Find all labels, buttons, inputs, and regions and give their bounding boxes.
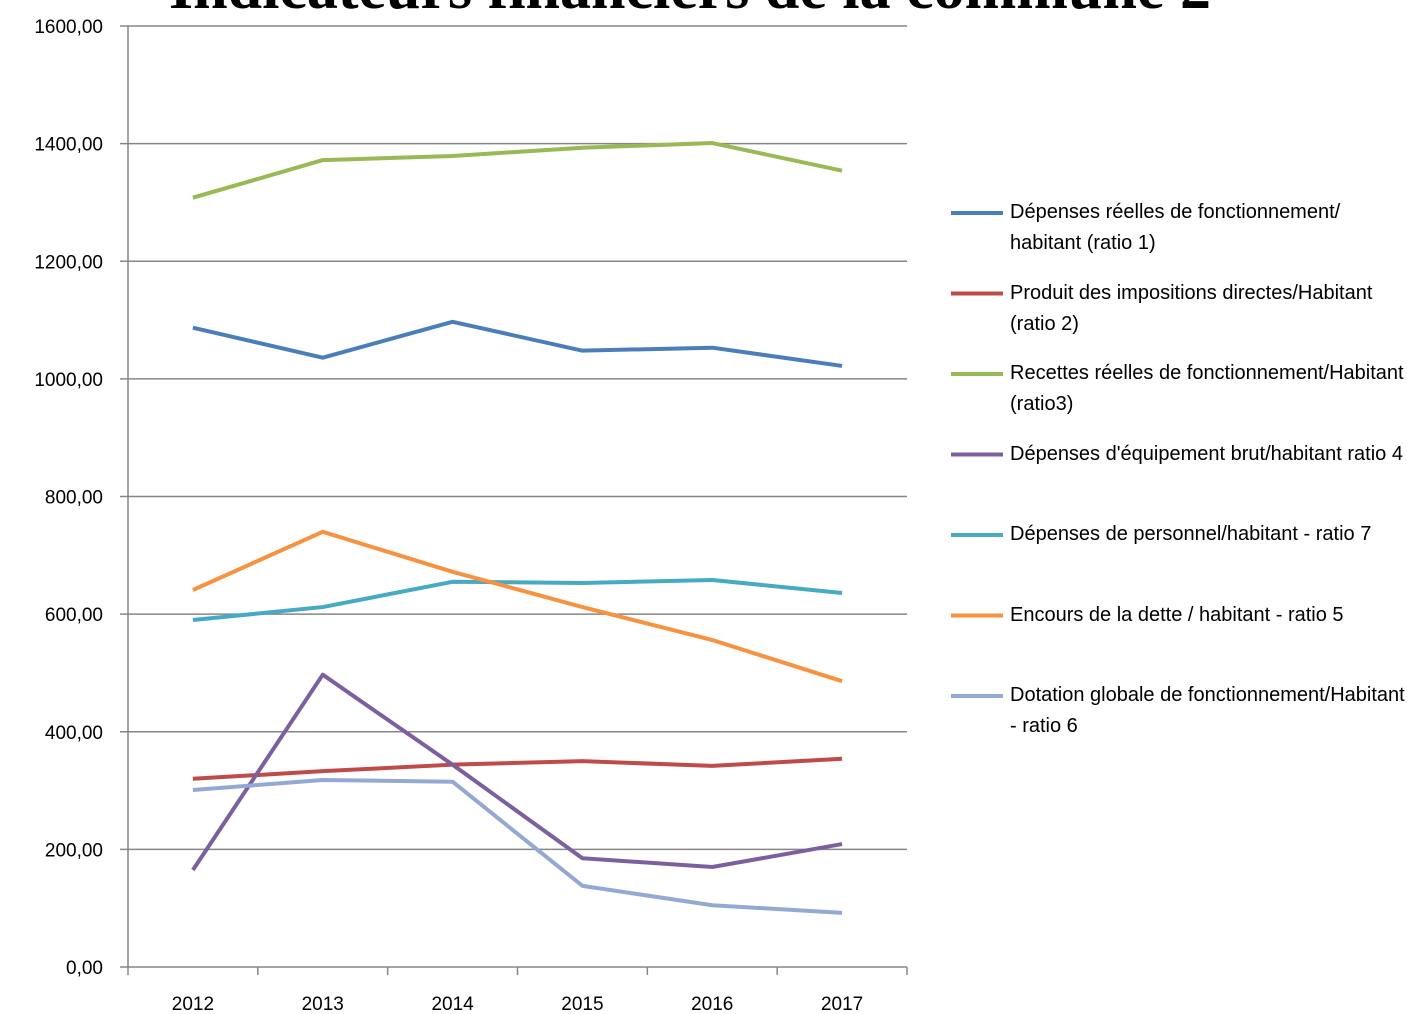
x-tick-label: 2016	[691, 994, 733, 1014]
series-line	[192, 141, 843, 200]
y-tick-label: 200,00	[45, 840, 103, 861]
x-tick-label: 2017	[821, 994, 863, 1014]
y-tick-label: 600,00	[45, 605, 103, 626]
y-tick-label: 1600,00	[34, 17, 103, 38]
legend-label: Recettes réelles de fonctionnement/Habit…	[1010, 362, 1404, 415]
series-line	[191, 672, 843, 872]
legend-label: Encours de la dette / habitant - ratio 5	[1010, 603, 1344, 626]
series-line	[192, 529, 843, 684]
y-tick-label: 800,00	[45, 488, 103, 509]
y-tick-label: 1400,00	[34, 135, 103, 156]
series-line	[192, 756, 843, 781]
y-tick-label: 0,00	[66, 958, 103, 979]
y-tick-label: 1200,00	[34, 252, 103, 273]
series-line	[192, 319, 843, 368]
legend-label: Dépenses d'équipement brut/habitant rati…	[1010, 442, 1403, 465]
legend-label: Dépenses réelles de fonctionnement/ habi…	[1010, 201, 1341, 254]
y-tick-label: 1000,00	[34, 370, 103, 391]
series-line	[192, 777, 843, 915]
legend-label: Dotation globale de fonctionnement/Habit…	[1010, 684, 1405, 737]
legend-label: Dépenses de personnel/habitant - ratio 7	[1010, 523, 1372, 545]
legend-label: Produit des impositions directes/Habitan…	[1010, 281, 1373, 335]
x-tick-label: 2015	[561, 994, 603, 1014]
series-line	[192, 578, 843, 622]
x-tick-label: 2012	[172, 994, 214, 1014]
chart-title: Indicateurs financiers de la commune 2	[169, 0, 1211, 22]
y-tick-label: 400,00	[45, 723, 103, 744]
x-tick-label: 2013	[302, 994, 344, 1014]
x-tick-label: 2014	[431, 994, 474, 1014]
